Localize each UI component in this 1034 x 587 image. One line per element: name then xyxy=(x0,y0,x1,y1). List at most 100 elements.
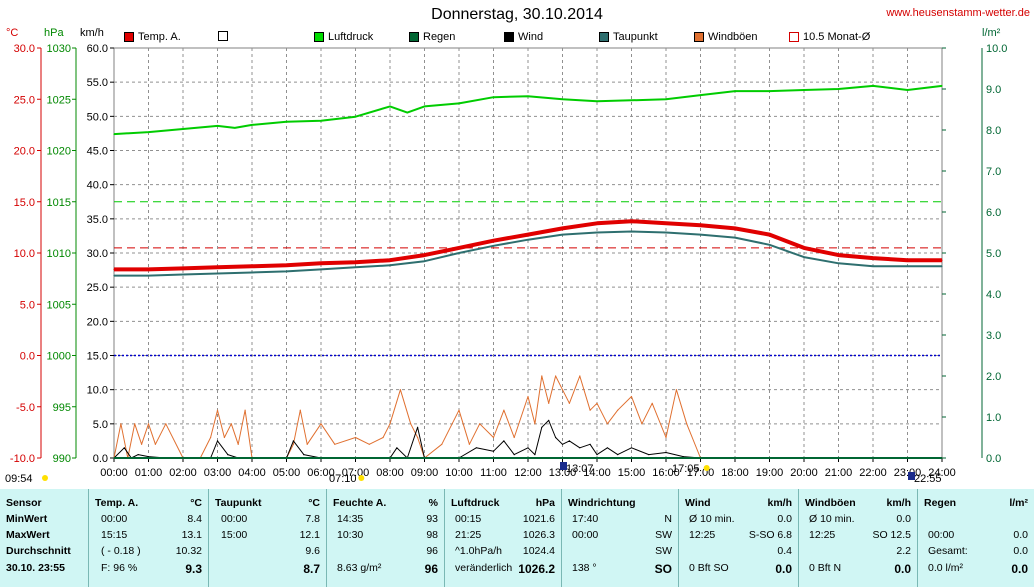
legend-gust: Windböen xyxy=(694,31,758,43)
table-cell: Regen xyxy=(924,497,957,509)
gust-series-point xyxy=(513,436,515,439)
sun-icon xyxy=(42,475,49,481)
wind-series-point xyxy=(561,443,564,445)
gust-series-point xyxy=(292,443,294,445)
temp-tick-label: -5.0 xyxy=(16,402,35,414)
x-tick-label: 10:00 xyxy=(445,467,473,479)
page-title: Donnerstag, 30.10.2014 xyxy=(431,6,603,23)
temp-series-point xyxy=(423,254,426,256)
moon-icon xyxy=(908,472,915,480)
pressure-series-point xyxy=(406,112,408,114)
table-cell: SW xyxy=(655,529,672,541)
wind-series-point xyxy=(123,447,125,449)
dewpoint-series-point xyxy=(734,237,736,239)
gust-series-point xyxy=(555,375,557,377)
pressure-series-point xyxy=(147,131,150,133)
temp-series-point xyxy=(906,259,909,261)
table-cell: 10.32 xyxy=(175,545,202,557)
pressure-series-point xyxy=(251,124,253,126)
wind-series-point xyxy=(548,419,550,421)
wind-series-point xyxy=(665,451,667,454)
table-column-6: Wind km/h Ø 10 min. 0.0 12:25 S-SO 6.8 0.4 0 Bf… xyxy=(678,489,798,587)
gust-series-point xyxy=(458,409,460,411)
table-cell: 00:00 xyxy=(221,513,248,525)
temp-tick-label: 30.0 xyxy=(14,43,35,55)
temp-series-point xyxy=(768,234,771,236)
table-cell: 1021.6 xyxy=(522,513,555,525)
temp-unit: °C xyxy=(6,27,19,39)
table-cell: 0.0 xyxy=(896,513,911,525)
wind-series-point xyxy=(682,456,684,458)
temp-tick-label: 10.0 xyxy=(14,248,35,260)
gust-series-point xyxy=(141,443,143,445)
gust-series-point xyxy=(147,423,150,425)
x-tick-label: 22:00 xyxy=(859,467,887,479)
sun-icon xyxy=(358,475,365,481)
table-column-7: Windböen km/h Ø 10 min. 0.0 12:25 SO 12.5 2.2 0… xyxy=(798,489,917,587)
pressure-tick-label: 990 xyxy=(53,453,71,465)
gust-series-point xyxy=(589,409,591,411)
table-cell: F: 96 % xyxy=(101,562,138,574)
x-tick-label: 03:00 xyxy=(204,467,232,479)
table-cell: km/h xyxy=(886,497,911,509)
table-cell: Taupunkt xyxy=(215,497,262,509)
gust-series-point xyxy=(479,423,481,425)
table-cell: 0.0 xyxy=(1013,545,1028,557)
rain-unit: l/m² xyxy=(982,27,1001,39)
wind-series-point xyxy=(227,454,229,456)
table-cell: MinWert xyxy=(6,513,48,525)
table-column-2: Taupunkt °C 00:00 7.8 15:00 12.1 9.6 8.7 xyxy=(208,489,326,587)
gust-series-point xyxy=(675,389,678,391)
wind-tick-label: 25.0 xyxy=(87,282,108,294)
x-tick-label: 11:00 xyxy=(480,467,507,479)
temp-series-point xyxy=(251,265,253,267)
pressure-series-point xyxy=(630,99,633,101)
pressure-series-point xyxy=(320,120,322,122)
pressure-series-point xyxy=(458,102,460,104)
x-tick-label: 13:00 xyxy=(549,467,577,479)
dewpoint-series-point xyxy=(941,265,943,267)
dewpoint-series-point xyxy=(665,231,667,234)
wind-series-point xyxy=(617,454,619,456)
table-column-4: Luftdruck hPa 00:15 1021.6 21:25 1026.3 ^1.0hP… xyxy=(444,489,561,587)
x-tick-label: 05:00 xyxy=(273,467,301,479)
wind-series-point xyxy=(303,454,305,456)
table-cell: 13.1 xyxy=(181,529,202,541)
pressure-series-point xyxy=(113,133,115,135)
table-cell: 96 xyxy=(426,545,438,557)
gust-series-point xyxy=(230,423,232,425)
pressure-tick-label: 1030 xyxy=(47,43,71,55)
site-url[interactable]: www.heusenstamm-wetter.de xyxy=(886,7,1030,19)
dewpoint-series-point xyxy=(837,262,840,264)
wind-series-point xyxy=(292,440,294,442)
gust-series-point xyxy=(382,436,384,439)
table-cell: 9.6 xyxy=(305,545,320,557)
table-cell: 0.4 xyxy=(777,545,792,557)
table-cell: 15:00 xyxy=(221,529,248,541)
pressure-tick-label: 1010 xyxy=(47,248,71,260)
dewpoint-series-point xyxy=(423,260,426,262)
temp-tick-label: 5.0 xyxy=(20,299,35,311)
temp-series-point xyxy=(389,259,391,261)
gust-series-point xyxy=(568,402,571,404)
wind-series-point xyxy=(555,436,557,439)
table-column-0: Sensor MinWert MaxWert Durchschnitt 30.10. 2… xyxy=(0,489,88,587)
table-cell: 10:30 xyxy=(337,529,364,541)
table-cell: 1026.2 xyxy=(518,562,555,576)
table-cell: 1024.4 xyxy=(522,545,555,557)
pressure-series-point xyxy=(665,98,667,100)
table-cell: Temp. A. xyxy=(95,497,139,509)
marker-label-sun: 07:10 xyxy=(329,473,357,485)
marker-label-sun: 17:05 xyxy=(672,463,700,475)
legend-month-avg: 10.5 Monat-Ø xyxy=(789,31,870,43)
table-cell: SW xyxy=(655,545,672,557)
temp-tick-label: 20.0 xyxy=(14,146,35,158)
table-cell: N xyxy=(664,513,672,525)
table-cell: 15:15 xyxy=(101,529,128,541)
table-cell: Luftdruck xyxy=(451,497,500,509)
pressure-series-point xyxy=(837,88,840,90)
temp-series-point xyxy=(216,266,219,268)
temp-series-point xyxy=(803,247,805,249)
table-cell: 8.4 xyxy=(187,513,202,525)
wind-tick-label: 10.0 xyxy=(87,385,108,397)
